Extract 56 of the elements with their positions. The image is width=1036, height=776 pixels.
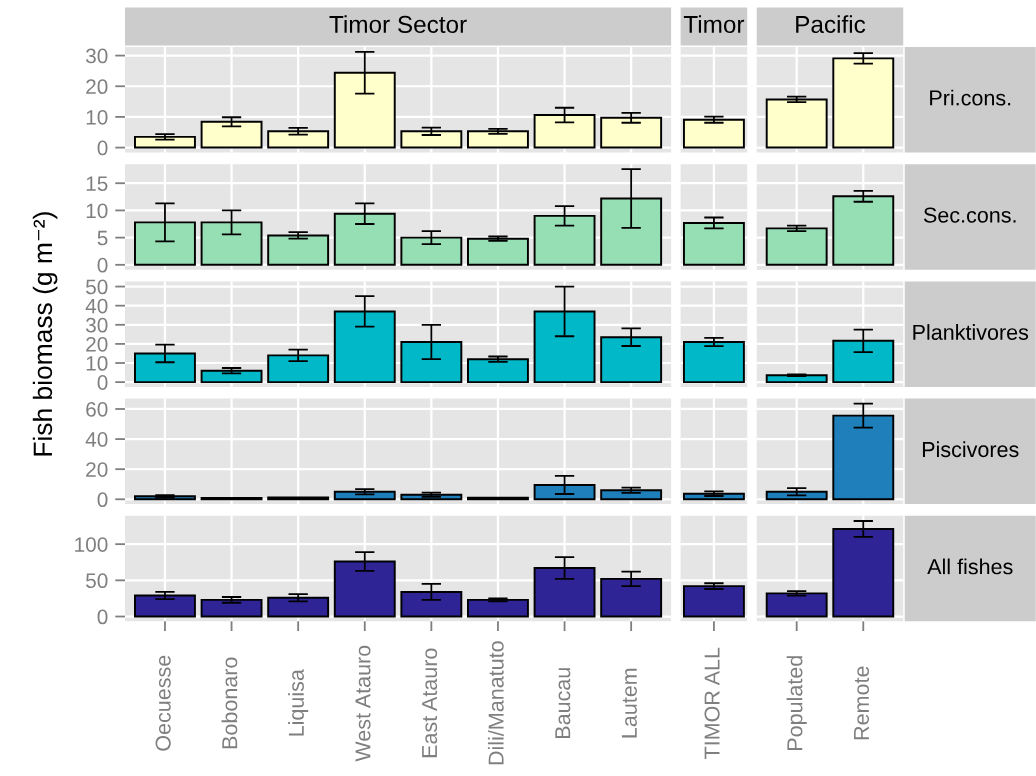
text: All fishes xyxy=(927,558,1013,575)
bar xyxy=(400,130,463,149)
bar xyxy=(467,237,529,266)
bar xyxy=(134,594,196,618)
chart-title: Timor xyxy=(683,15,745,34)
bar xyxy=(134,135,196,149)
y-tick-label: 40 xyxy=(85,298,108,314)
bar xyxy=(467,130,529,149)
x-tick-label: Dili/Manatuto xyxy=(487,641,504,765)
bar xyxy=(200,120,263,149)
y-tick-label: 10 xyxy=(86,203,108,219)
y-tick-label: 100 xyxy=(75,537,108,552)
y-tick-label: 0 xyxy=(97,492,108,508)
y-tick-label: 0 xyxy=(97,609,108,625)
x-tick-label: West Atauro xyxy=(355,645,371,762)
chart-title: Pacific xyxy=(796,15,866,34)
y-axis-title: Fish biomass (g m⁻²) xyxy=(32,212,58,456)
text: Sec.cons. xyxy=(923,207,1016,223)
y-tick-label: 15 xyxy=(86,176,108,191)
y-tick-label: 20 xyxy=(86,79,108,95)
bar xyxy=(467,358,529,384)
y-tick-label: 60 xyxy=(86,401,108,417)
y-tick-label: 0 xyxy=(97,140,108,156)
x-tick-label: Bobonaro xyxy=(221,657,238,749)
bar xyxy=(267,130,330,149)
y-tick-label: 30 xyxy=(85,48,108,64)
text: Pri.cons. xyxy=(930,89,1011,106)
x-tick-label: Baucau xyxy=(555,668,571,738)
x-tick-label: Populated xyxy=(786,656,807,750)
x-tick-label: Oecuesse xyxy=(155,655,171,751)
text: Planktivores xyxy=(913,324,1029,340)
y-tick-label: 10 xyxy=(86,109,108,125)
y-tick-label: 0 xyxy=(97,375,108,390)
y-tick-label: 20 xyxy=(86,462,108,477)
bar xyxy=(467,598,529,618)
y-tick-label: 0 xyxy=(97,257,108,273)
y-tick-label: 20 xyxy=(86,336,108,352)
x-tick-label: Liquisa xyxy=(288,669,309,736)
x-tick-label: TIMOR ALL xyxy=(704,647,720,759)
x-tick-label: East Atauro xyxy=(422,648,438,758)
bar xyxy=(200,598,263,618)
y-tick-label: 5 xyxy=(97,230,108,246)
bar xyxy=(267,234,330,266)
bar xyxy=(600,116,663,149)
text: Piscivores xyxy=(922,441,1019,458)
y-tick-label: 50 xyxy=(86,279,108,295)
bar xyxy=(267,596,330,618)
bar xyxy=(600,489,663,501)
chart-title: Timor Sector xyxy=(329,15,467,34)
y-tick-label: 30 xyxy=(85,317,108,333)
y-tick-label: 40 xyxy=(85,432,108,447)
y-tick-label: 10 xyxy=(86,356,108,371)
x-tick-label: Lautem xyxy=(621,668,637,738)
bar xyxy=(200,369,263,384)
y-tick-label: 50 xyxy=(86,573,108,589)
x-tick-label: Remote xyxy=(854,666,870,740)
